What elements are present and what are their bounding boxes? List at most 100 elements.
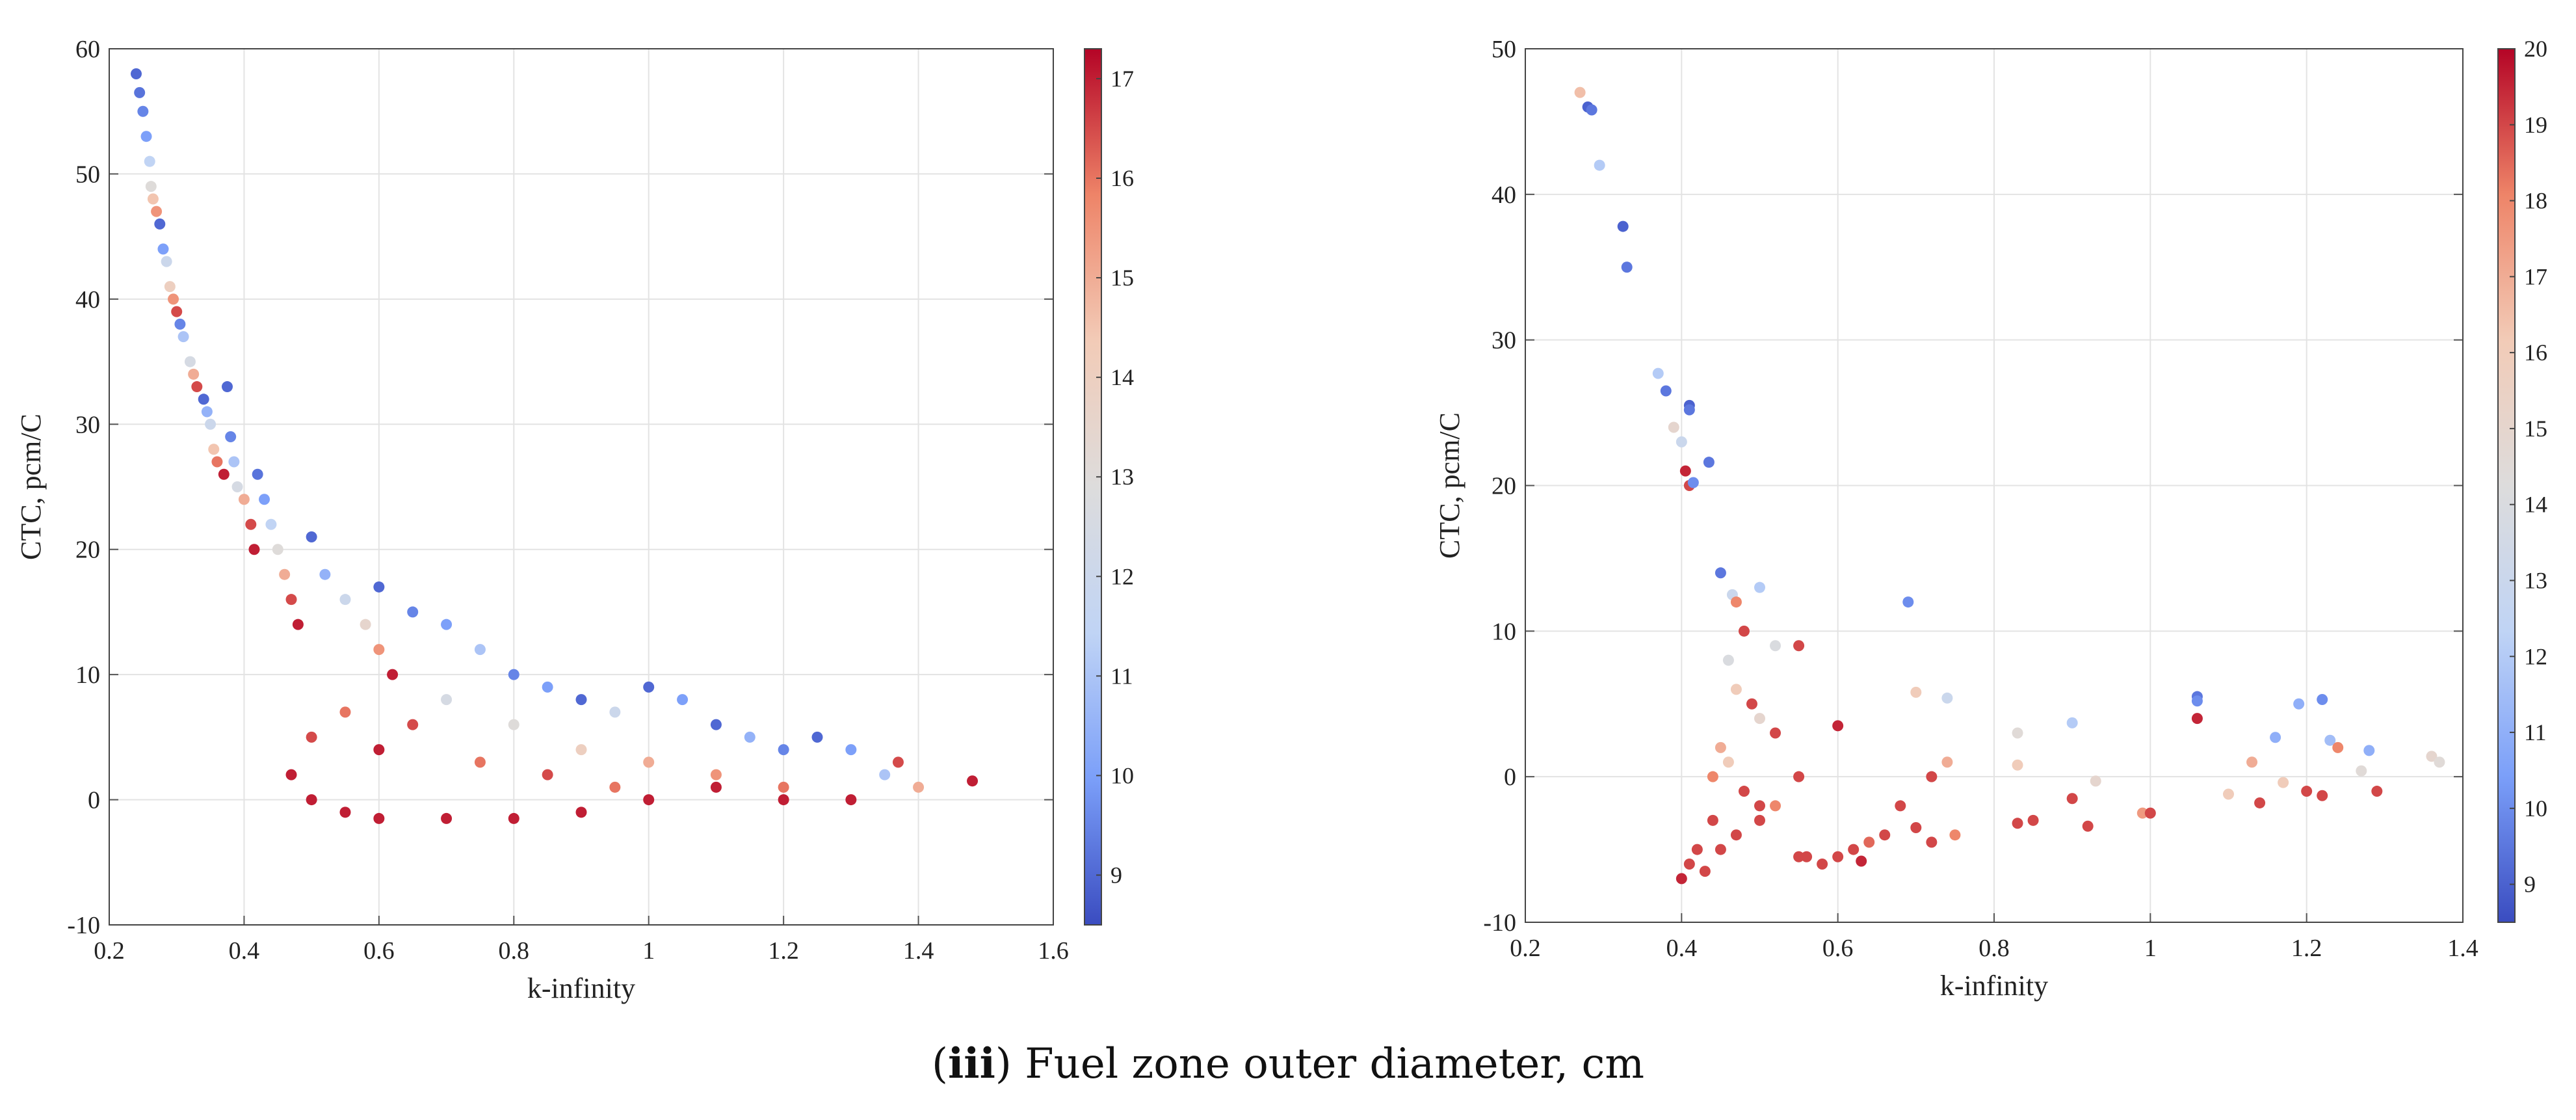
data-point xyxy=(1703,457,1715,468)
data-point xyxy=(542,681,553,693)
y-tick-label: 40 xyxy=(1492,181,1516,209)
data-point xyxy=(225,431,237,443)
data-point xyxy=(238,494,250,505)
data-point xyxy=(778,794,789,806)
data-point xyxy=(1832,851,1844,862)
data-point xyxy=(575,807,587,818)
data-point xyxy=(387,669,399,680)
data-point xyxy=(231,481,243,492)
data-point xyxy=(2356,765,2367,777)
colorbar-tick-label: 19 xyxy=(2524,112,2547,138)
colorbar-tick-label: 17 xyxy=(1111,66,1134,92)
data-point xyxy=(1895,800,1906,812)
colorbar-tick-label: 14 xyxy=(1111,364,1134,390)
data-point xyxy=(441,619,453,630)
data-point xyxy=(2301,786,2313,797)
data-point xyxy=(2191,713,2203,725)
y-axis-title: CTC, pcm/C xyxy=(15,414,47,560)
data-point xyxy=(140,131,152,142)
data-point xyxy=(1676,873,1687,885)
data-point xyxy=(575,694,587,706)
y-tick-label: 10 xyxy=(1492,618,1516,645)
data-point xyxy=(151,206,163,217)
data-point xyxy=(1687,477,1699,488)
data-point xyxy=(2278,777,2289,788)
data-point xyxy=(1621,261,1633,273)
x-tick-label: 0.8 xyxy=(499,937,530,965)
data-point xyxy=(1730,596,1742,608)
data-point xyxy=(306,531,317,542)
data-point xyxy=(1715,844,1726,855)
data-point xyxy=(609,706,621,718)
data-point xyxy=(2246,756,2258,768)
data-point xyxy=(1738,786,1750,797)
data-point xyxy=(778,781,789,793)
data-point xyxy=(1746,698,1757,710)
data-point xyxy=(2317,694,2328,706)
data-point xyxy=(272,544,283,555)
data-point xyxy=(2434,756,2445,768)
data-point xyxy=(1863,836,1875,848)
data-point xyxy=(208,444,220,455)
data-point xyxy=(265,518,277,530)
data-point xyxy=(218,468,230,480)
colorbar-tick-label: 9 xyxy=(1111,862,1122,888)
caption-label: iii xyxy=(947,1039,995,1088)
data-point xyxy=(1738,625,1750,637)
data-point xyxy=(845,794,857,806)
x-tick-label: 0.4 xyxy=(1666,935,1698,962)
y-tick-label: 50 xyxy=(75,161,100,188)
data-point xyxy=(2426,751,2438,762)
data-point xyxy=(147,193,159,205)
y-tick-label: 30 xyxy=(1492,327,1516,354)
data-point xyxy=(778,744,789,756)
data-point xyxy=(508,719,519,730)
data-point xyxy=(1926,771,1938,782)
data-point xyxy=(1848,844,1860,855)
colorbar-tick-label: 20 xyxy=(2524,36,2547,62)
data-point xyxy=(145,181,157,193)
plot-area xyxy=(109,49,1053,925)
y-tick-label: -10 xyxy=(1483,909,1516,937)
data-point xyxy=(339,706,351,718)
data-point xyxy=(279,568,291,580)
x-tick-label: 1.2 xyxy=(2291,935,2322,962)
data-point xyxy=(157,243,169,255)
data-point xyxy=(1793,640,1805,652)
colorbar-tick-label: 9 xyxy=(2524,872,2536,898)
data-point xyxy=(1879,829,1891,841)
data-point xyxy=(2332,741,2344,753)
data-point xyxy=(285,769,297,780)
x-tick-label: 0.8 xyxy=(1978,935,2010,962)
data-point xyxy=(508,812,519,824)
data-point xyxy=(2293,698,2305,710)
data-point xyxy=(710,719,722,730)
data-point xyxy=(191,381,203,393)
data-point xyxy=(1660,385,1672,397)
x-tick-label: 0.4 xyxy=(229,937,260,965)
data-point xyxy=(1722,654,1734,666)
data-point xyxy=(373,581,385,593)
data-point xyxy=(319,568,331,580)
data-point xyxy=(1683,858,1695,870)
data-point xyxy=(1902,596,1914,608)
x-axis-title: k-infinity xyxy=(527,972,635,1004)
data-point xyxy=(643,756,655,768)
data-point xyxy=(201,406,213,418)
data-point xyxy=(1754,713,1765,725)
data-point xyxy=(1574,87,1586,98)
y-tick-label: 0 xyxy=(1504,764,1516,791)
data-point xyxy=(879,769,891,780)
data-point xyxy=(245,518,257,530)
data-point xyxy=(2136,807,2148,819)
colorbar-tick-label: 14 xyxy=(2524,492,2547,518)
x-tick-label: 1.6 xyxy=(1038,937,1069,965)
data-point xyxy=(441,694,453,706)
data-point xyxy=(134,87,146,98)
colorbar-tick-label: 16 xyxy=(1111,165,1134,191)
y-tick-label: 20 xyxy=(75,537,100,564)
data-point xyxy=(1594,159,1605,171)
y-tick-label: 40 xyxy=(75,286,100,313)
data-point xyxy=(1730,829,1742,841)
data-point xyxy=(407,606,419,618)
